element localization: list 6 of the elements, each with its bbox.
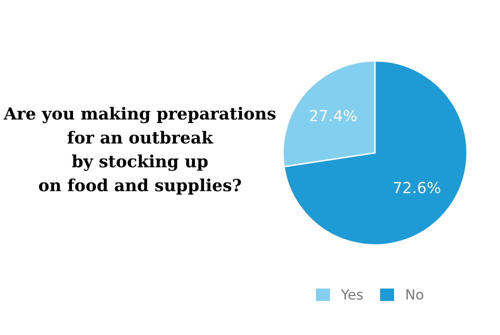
legend-label: Yes <box>340 289 363 300</box>
data-label: 72.6% <box>394 182 440 194</box>
legend-label: No <box>406 289 424 300</box>
data-label: 27.4% <box>310 110 357 122</box>
text: Are you making preparations for an outbreak by stocking up on food and supplies? <box>4 106 276 195</box>
pie-slice <box>283 60 468 246</box>
